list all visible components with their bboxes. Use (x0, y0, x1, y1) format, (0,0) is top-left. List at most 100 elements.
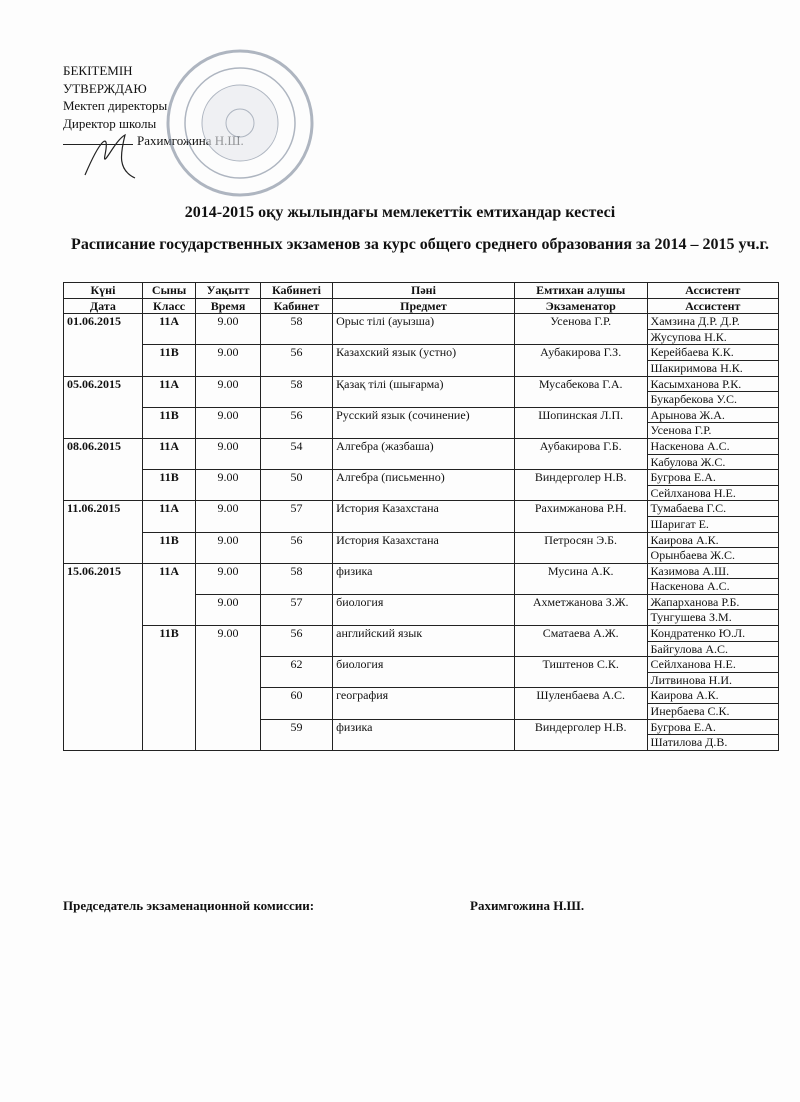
subject-cell: Алгебра (письменно) (332, 469, 515, 502)
assistant-cell: Керейбаева К.К. (646, 344, 780, 361)
assistant-cell: Шаригат Е. (646, 515, 780, 533)
official-stamp (166, 49, 314, 197)
column-header: Сыны (141, 282, 197, 299)
class-cell: 11А (141, 437, 197, 471)
signature-line (63, 144, 133, 145)
room-cell: 56 (259, 344, 334, 377)
column-header: Кабинеті (259, 282, 334, 299)
time-cell: 9.00 (195, 531, 261, 564)
date-cell: 01.06.2015 (63, 313, 143, 377)
room-cell: 57 (259, 500, 334, 533)
assistant-cell: Тунгушева З.М. (646, 609, 780, 627)
approval-line: БЕКІТЕМІН (63, 63, 133, 78)
assistant-cell: Сейлханова Н.Е. (646, 484, 780, 502)
time-cell: 9.00 (195, 344, 261, 377)
subject-cell: биология (332, 656, 515, 689)
title-kz: 2014-2015 оқу жылындағы мемлекеттік емти… (184, 204, 616, 221)
subject-cell: Алгебра (жазбаша) (332, 437, 515, 471)
assistant-cell: Букарбекова У.С. (646, 391, 780, 408)
title-ru: Расписание государственных экзаменов за … (71, 236, 769, 253)
room-cell: 50 (259, 469, 334, 502)
class-cell: 11В (141, 531, 197, 564)
column-header: Пәні (332, 282, 515, 299)
time-cell: 9.00 (195, 500, 261, 533)
examiner-cell: Аубакирова Г.Б. (513, 437, 648, 471)
date-cell: 08.06.2015 (63, 437, 143, 502)
subject-cell: История Казахстана (332, 531, 515, 564)
column-header: Кабинет (259, 297, 334, 315)
table-row: 62 биология Тиштенов С.К. Сейлханова Н.Е. (64, 656, 780, 689)
table-row: 11В 9.00 56 Казахский язык (устно) Аубакиров… (64, 344, 780, 377)
examiner-cell: Виндерголер Н.В. (513, 469, 648, 502)
subject-cell: физика (332, 718, 515, 751)
examiner-cell: Петросян Э.Б. (513, 531, 648, 564)
examiner-cell: Аубакирова Г.З. (513, 344, 648, 377)
class-cell: 11В (141, 469, 197, 502)
subject-cell: биология (332, 593, 515, 627)
assistant-cell: Хамзина Д.Р. Д.Р. (646, 313, 780, 330)
time-cell: 9.00 (195, 625, 261, 751)
table-row: 59 физика Виндерголер Н.В. Бугрова Е.А. (64, 718, 780, 751)
column-header: Класс (141, 297, 197, 315)
date-cell: 05.06.2015 (63, 375, 143, 439)
subject-cell: Орыс тілі (ауызша) (332, 313, 515, 346)
room-cell: 56 (259, 625, 334, 658)
subject-cell: Русский язык (сочинение) (332, 406, 515, 439)
room-cell: 57 (259, 593, 334, 627)
assistant-cell: Орынбаева Ж.С. (646, 547, 780, 564)
table-row: 08.06.2015 11А 9.00 54 Алгебра (жазбаша) Ауба… (63, 437, 780, 502)
column-header: Дата (63, 297, 143, 315)
assistant-cell: Наскенова А.С. (646, 437, 780, 455)
subject-cell: История Казахстана (332, 500, 515, 533)
table-row: 11В 9.00 56 История Казахстана Петросян Э.Б.… (64, 531, 780, 564)
time-cell: 9.00 (195, 562, 261, 595)
column-header: Время (195, 297, 261, 315)
subject-cell: английский язык (332, 625, 515, 658)
column-header: Емтихан алушы (513, 282, 648, 299)
assistant-cell: Бугрова Е.А. (646, 469, 780, 486)
assistant-cell: Арынова Ж.А. (646, 406, 780, 424)
column-header: Күні (63, 282, 143, 299)
examiner-cell: Ахметжанова З.Ж. (513, 593, 648, 627)
chairman-name: Рахимгожина Н.Ш. (470, 898, 585, 913)
class-cell: 11В (141, 625, 197, 751)
class-cell: 11В (141, 344, 197, 377)
table-row: Шаригат Е. (64, 515, 780, 533)
class-cell: 11А (141, 562, 197, 627)
footer-label: Председатель экзаменационной комиссии: (63, 898, 315, 913)
room-cell: 56 (259, 406, 334, 439)
table-row: Наскенова А.С. (64, 578, 780, 595)
examiner-cell: Рахимжанова Р.Н. (513, 500, 648, 533)
assistant-cell: Байгулова А.С. (646, 640, 780, 658)
assistant-cell: Кондратенко Ю.Л. (646, 625, 780, 642)
examiner-cell: Усенова Г.Р. (513, 313, 648, 346)
time-cell: 9.00 (195, 406, 261, 439)
examiner-cell: Сматаева А.Ж. (513, 625, 648, 658)
examiner-cell: Тиштенов С.К. (513, 656, 648, 689)
examiner-cell: Мусабекова Г.А. (513, 375, 648, 408)
assistant-cell: Инербаева С.К. (646, 703, 780, 720)
approval-line: Директор школы (63, 115, 157, 131)
time-cell: 9.00 (195, 313, 261, 346)
room-cell: 58 (259, 313, 334, 346)
table-row: 9.00 57 биология Ахметжанова З.Ж. Жапарханов… (64, 593, 780, 627)
approval-line: УТВЕРЖДАЮ (63, 80, 147, 96)
date-cell: 11.06.2015 (63, 500, 143, 564)
column-header: Предмет (332, 297, 515, 315)
assistant-cell: Кабулова Ж.С. (646, 453, 780, 471)
examiner-cell: Мусина А.К. (513, 562, 648, 595)
table-row: 05.06.2015 11А 9.00 58 Қазақ тілі (шығарма) М… (63, 375, 780, 439)
table-row: 60 география Шуленбаева А.С. Каирова А.К. (64, 687, 780, 720)
table-row: 11В 9.00 50 Алгебра (письменно) Виндерголер … (64, 469, 780, 502)
approval-line: Мектеп директоры (63, 98, 168, 113)
room-cell: 62 (259, 656, 334, 689)
assistant-cell: Жапарханова Р.Б. (646, 593, 780, 611)
room-cell: 59 (259, 718, 334, 751)
room-cell: 54 (259, 437, 334, 471)
table-row: Литвинова Н.И. (64, 671, 780, 689)
table-row: Сейлханова Н.Е. (64, 484, 780, 502)
assistant-cell: Жусупова Н.К. (646, 328, 780, 346)
assistant-cell: Сейлханова Н.Е. (646, 656, 780, 673)
subject-cell: Қазақ тілі (шығарма) (332, 375, 515, 408)
